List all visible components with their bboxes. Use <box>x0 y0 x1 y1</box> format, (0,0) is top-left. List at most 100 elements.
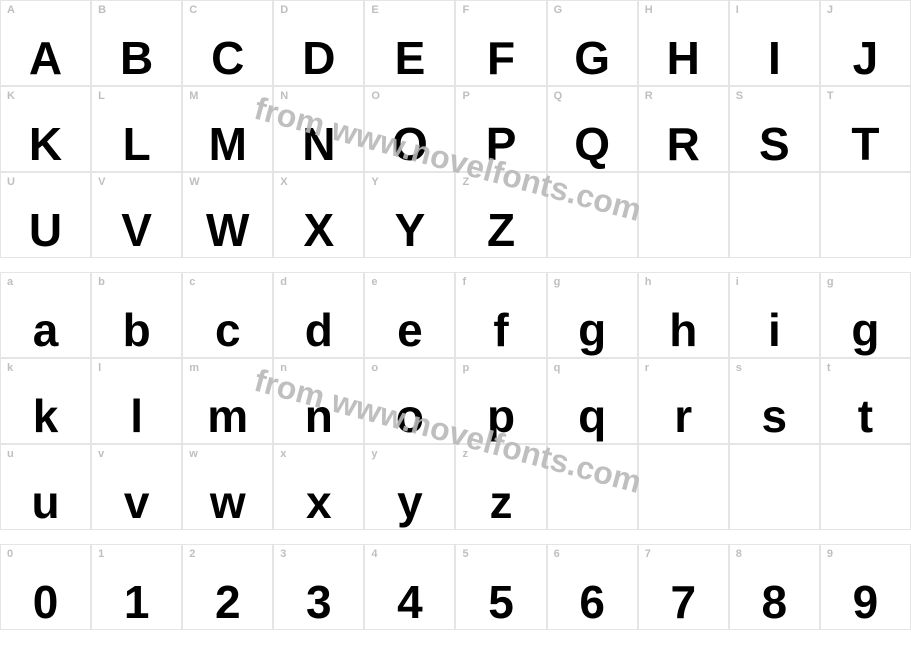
glyph-cell: RR <box>638 86 729 172</box>
cell-label: D <box>280 4 288 16</box>
cell-label: F <box>462 4 469 16</box>
cell-glyph: M <box>183 121 272 167</box>
glyph-cell: xx <box>273 444 364 530</box>
glyph-cell: TT <box>820 86 911 172</box>
glyph-cell: NN <box>273 86 364 172</box>
cell-glyph: 2 <box>183 579 272 625</box>
cell-label: a <box>7 276 13 288</box>
cell-label: 9 <box>827 548 833 560</box>
glyph-cell: WW <box>182 172 273 258</box>
cell-label: m <box>189 362 199 374</box>
glyph-cell: gg <box>820 272 911 358</box>
cell-glyph: 1 <box>92 579 181 625</box>
glyph-cell: 55 <box>455 544 546 630</box>
cell-glyph: w <box>183 479 272 525</box>
glyph-cell: pp <box>455 358 546 444</box>
glyph-cell <box>638 444 729 530</box>
cell-label: n <box>280 362 287 374</box>
cell-glyph: r <box>639 393 728 439</box>
cell-label: p <box>462 362 469 374</box>
glyph-cell: 99 <box>820 544 911 630</box>
glyph-cell <box>820 172 911 258</box>
cell-label: U <box>7 176 15 188</box>
cell-glyph: V <box>92 207 181 253</box>
glyph-cell: 00 <box>0 544 91 630</box>
section-uppercase: AABBCCDDEEFFGGHHIIJJKKLLMMNNOOPPQQRRSSTT… <box>0 0 911 258</box>
glyph-cell: 22 <box>182 544 273 630</box>
cell-label: 8 <box>736 548 742 560</box>
glyph-cell: vv <box>91 444 182 530</box>
cell-glyph: P <box>456 121 545 167</box>
cell-glyph: S <box>730 121 819 167</box>
section-spacer <box>0 258 911 272</box>
glyph-cell: uu <box>0 444 91 530</box>
cell-label: P <box>462 90 469 102</box>
cell-glyph: 4 <box>365 579 454 625</box>
glyph-cell: OO <box>364 86 455 172</box>
cell-label: f <box>462 276 466 288</box>
glyph-cell: SS <box>729 86 820 172</box>
cell-glyph: X <box>274 207 363 253</box>
cell-label: J <box>827 4 833 16</box>
glyph-cell: UU <box>0 172 91 258</box>
cell-label: 7 <box>645 548 651 560</box>
cell-glyph: E <box>365 35 454 81</box>
cell-label: c <box>189 276 195 288</box>
glyph-cell <box>638 172 729 258</box>
glyph-cell: qq <box>547 358 638 444</box>
cell-label: V <box>98 176 105 188</box>
cell-glyph: c <box>183 307 272 353</box>
cell-label: 1 <box>98 548 104 560</box>
glyph-cell: 88 <box>729 544 820 630</box>
cell-glyph: u <box>1 479 90 525</box>
glyph-cell: FF <box>455 0 546 86</box>
cell-label: u <box>7 448 14 460</box>
section-digits: 00112233445566778899 <box>0 544 911 630</box>
cell-glyph: Y <box>365 207 454 253</box>
glyph-cell: gg <box>547 272 638 358</box>
cell-label: y <box>371 448 377 460</box>
cell-glyph: b <box>92 307 181 353</box>
cell-label: L <box>98 90 105 102</box>
cell-glyph: D <box>274 35 363 81</box>
glyph-cell: kk <box>0 358 91 444</box>
cell-glyph: q <box>548 393 637 439</box>
cell-glyph: Q <box>548 121 637 167</box>
glyph-cell: bb <box>91 272 182 358</box>
cell-glyph: W <box>183 207 272 253</box>
cell-glyph: K <box>1 121 90 167</box>
glyph-cell <box>729 444 820 530</box>
glyph-cell: ee <box>364 272 455 358</box>
cell-glyph: Z <box>456 207 545 253</box>
cell-glyph: d <box>274 307 363 353</box>
cell-glyph: J <box>821 35 910 81</box>
cell-label: 2 <box>189 548 195 560</box>
section-lowercase: aabbccddeeffgghhiiggkkllmmnnooppqqrrsstt… <box>0 272 911 530</box>
glyph-cell: QQ <box>547 86 638 172</box>
cell-label: 5 <box>462 548 468 560</box>
glyph-cell <box>547 172 638 258</box>
glyph-cell: 66 <box>547 544 638 630</box>
glyph-cell: CC <box>182 0 273 86</box>
glyph-cell: nn <box>273 358 364 444</box>
cell-glyph: 0 <box>1 579 90 625</box>
cell-label: E <box>371 4 378 16</box>
cell-glyph: y <box>365 479 454 525</box>
glyph-chart: AABBCCDDEEFFGGHHIIJJKKLLMMNNOOPPQQRRSSTT… <box>0 0 911 630</box>
cell-label: g <box>827 276 834 288</box>
glyph-cell: hh <box>638 272 729 358</box>
cell-glyph: l <box>92 393 181 439</box>
glyph-cell: XX <box>273 172 364 258</box>
cell-label: N <box>280 90 288 102</box>
cell-label: K <box>7 90 15 102</box>
cell-glyph: e <box>365 307 454 353</box>
glyph-cell <box>820 444 911 530</box>
section-spacer <box>0 530 911 544</box>
glyph-cell: LL <box>91 86 182 172</box>
cell-glyph: g <box>821 307 910 353</box>
cell-glyph: N <box>274 121 363 167</box>
cell-label: B <box>98 4 106 16</box>
glyph-cell: aa <box>0 272 91 358</box>
glyph-cell: PP <box>455 86 546 172</box>
glyph-cell: 44 <box>364 544 455 630</box>
